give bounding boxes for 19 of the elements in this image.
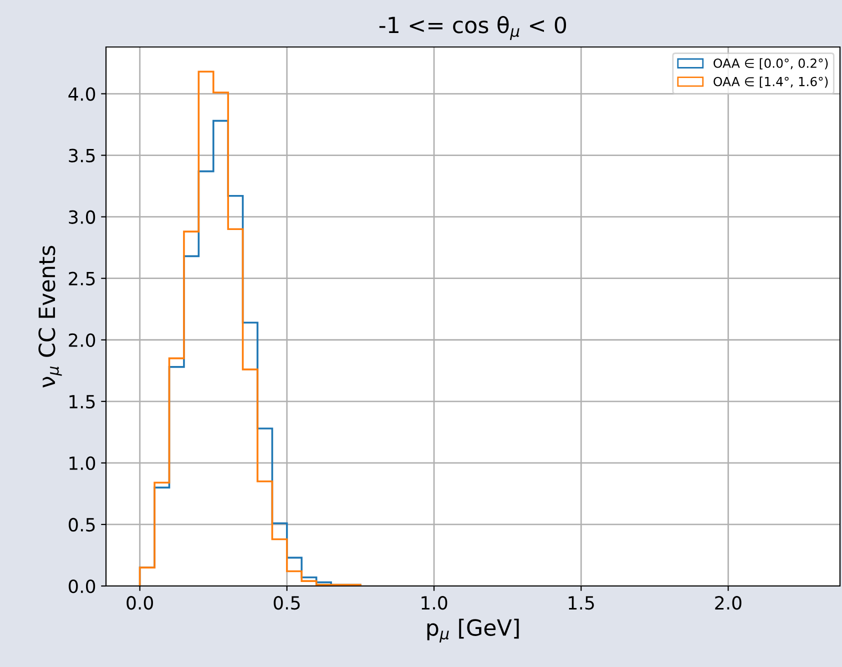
x-tick-label: 0.5 (274, 596, 300, 610)
x-tick-label: 2.0 (715, 596, 742, 610)
x-axis-title: p$_{μ}$ [GeV] (427, 618, 519, 643)
y-tick-label: 3.0 (68, 210, 96, 224)
y-tick-label: 1.0 (70, 456, 96, 470)
legend-label: OAA ∈ [1.4°, 1.6°) (714, 76, 828, 88)
y-tick-label: 0.5 (68, 518, 95, 532)
y-tick-label: 3.5 (68, 148, 95, 162)
legend-label: OAA ∈ [0.0°, 0.2°) (714, 58, 828, 70)
y-tick-label: 0.0 (68, 579, 96, 594)
y-tick-label: 2.5 (68, 272, 95, 286)
y-tick-label: 1.5 (70, 395, 95, 409)
x-tick-label: 0.0 (126, 596, 153, 610)
chart-title: -1 <= cos θ$_{μ}$ < 0 (379, 16, 566, 40)
y-tick-label: 2.0 (68, 333, 96, 347)
y-axis-title: ν$_{μ}$ CC Events (38, 246, 62, 388)
x-tick-label: 1.5 (568, 596, 594, 610)
y-tick-label: 4.0 (68, 87, 96, 101)
x-tick-label: 1.0 (422, 596, 448, 610)
